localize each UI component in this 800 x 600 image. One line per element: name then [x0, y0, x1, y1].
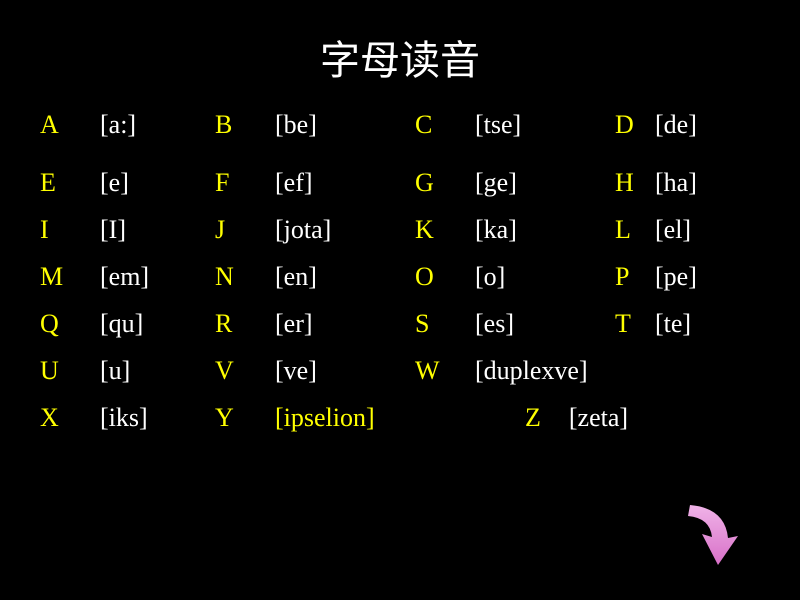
cell: R [er]: [215, 309, 415, 339]
letter: N: [215, 262, 245, 292]
table-row: U [u] V [ve] W [duplexve]: [40, 356, 780, 386]
pronunciation: [ef]: [275, 168, 313, 198]
pronunciation: [tse]: [475, 110, 521, 140]
pronunciation: [ve]: [275, 356, 317, 386]
cell: E [e]: [40, 168, 215, 198]
cell: S [es]: [415, 309, 615, 339]
pronunciation: [ha]: [655, 168, 697, 198]
table-row: I [I] J [jota] K [ka] L [el]: [40, 215, 780, 245]
cell: I [I]: [40, 215, 215, 245]
letter: D: [615, 110, 645, 140]
letter: B: [215, 110, 245, 140]
cell: X [iks]: [40, 403, 215, 433]
cell: P [pe]: [615, 262, 775, 292]
pronunciation: [I]: [100, 215, 126, 245]
letter: Q: [40, 309, 70, 339]
letter: J: [215, 215, 245, 245]
letter: R: [215, 309, 245, 339]
cell: K [ka]: [415, 215, 615, 245]
letter: A: [40, 110, 70, 140]
table-row: E [e] F [ef] G [ge] H [ha]: [40, 168, 780, 198]
cell: W [duplexve]: [415, 356, 615, 386]
pronunciation: [a:]: [100, 110, 136, 140]
curved-arrow-icon: [670, 500, 740, 580]
pronunciation: [de]: [655, 110, 697, 140]
letter: E: [40, 168, 70, 198]
cell: C [tse]: [415, 110, 615, 140]
letter: L: [615, 215, 645, 245]
letter: G: [415, 168, 445, 198]
cell: L [el]: [615, 215, 775, 245]
pronunciation: [ge]: [475, 168, 517, 198]
pronunciation: [iks]: [100, 403, 148, 433]
letter: K: [415, 215, 445, 245]
cell: G [ge]: [415, 168, 615, 198]
cell: J [jota]: [215, 215, 415, 245]
pronunciation: [e]: [100, 168, 129, 198]
table-row: A [a:] B [be] C [tse] D [de]: [40, 110, 780, 140]
pronunciation: [qu]: [100, 309, 143, 339]
pronunciation: [te]: [655, 309, 691, 339]
pronunciation: [o]: [475, 262, 505, 292]
letter: T: [615, 309, 645, 339]
cell: V [ve]: [215, 356, 415, 386]
pronunciation: [el]: [655, 215, 691, 245]
cell: B [be]: [215, 110, 415, 140]
cell: N [en]: [215, 262, 415, 292]
cell: D [de]: [615, 110, 775, 140]
pronunciation: [ka]: [475, 215, 517, 245]
letter: C: [415, 110, 445, 140]
pronunciation: [pe]: [655, 262, 697, 292]
letter: W: [415, 356, 445, 386]
cell: Z [zeta]: [525, 403, 628, 433]
letter: Y: [215, 403, 245, 433]
letter: F: [215, 168, 245, 198]
cell: A [a:]: [40, 110, 215, 140]
cell: T [te]: [615, 309, 775, 339]
page-title: 字母读音: [0, 0, 800, 110]
pronunciation: [be]: [275, 110, 317, 140]
pronunciation: [er]: [275, 309, 313, 339]
table-row: X [iks] Y [ipselion] Z [zeta]: [40, 403, 780, 433]
pronunciation: [jota]: [275, 215, 331, 245]
table-row: M [em] N [en] O [o] P [pe]: [40, 262, 780, 292]
pronunciation: [duplexve]: [475, 356, 588, 386]
pronunciation: [ipselion]: [275, 403, 375, 433]
cell: H [ha]: [615, 168, 775, 198]
letter: P: [615, 262, 645, 292]
letter: S: [415, 309, 445, 339]
letter: U: [40, 356, 70, 386]
cell: O [o]: [415, 262, 615, 292]
pronunciation: [u]: [100, 356, 130, 386]
letter: M: [40, 262, 70, 292]
cell: U [u]: [40, 356, 215, 386]
letter: V: [215, 356, 245, 386]
cell: Q [qu]: [40, 309, 215, 339]
letter: Z: [525, 403, 541, 433]
cell: M [em]: [40, 262, 215, 292]
letter: I: [40, 215, 70, 245]
pronunciation: [es]: [475, 309, 514, 339]
pronunciation: [en]: [275, 262, 317, 292]
cell: F [ef]: [215, 168, 415, 198]
letter: H: [615, 168, 645, 198]
letter: O: [415, 262, 445, 292]
cell: Y [ipselion]: [215, 403, 415, 433]
pronunciation: [em]: [100, 262, 149, 292]
letter: X: [40, 403, 70, 433]
pronunciation: [zeta]: [569, 403, 628, 433]
alphabet-grid: A [a:] B [be] C [tse] D [de] E [e] F [ef] G [ge…: [0, 110, 800, 433]
table-row: Q [qu] R [er] S [es] T [te]: [40, 309, 780, 339]
